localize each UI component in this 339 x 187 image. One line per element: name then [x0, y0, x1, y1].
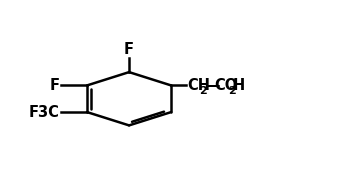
- Text: F3C: F3C: [28, 105, 59, 119]
- Text: 2: 2: [228, 86, 235, 96]
- Text: F: F: [124, 42, 134, 57]
- Text: H: H: [233, 78, 245, 93]
- Text: CO: CO: [215, 78, 238, 93]
- Text: —: —: [205, 78, 219, 93]
- Text: F: F: [49, 78, 59, 93]
- Text: 2: 2: [200, 86, 207, 96]
- Text: CH: CH: [187, 78, 210, 93]
